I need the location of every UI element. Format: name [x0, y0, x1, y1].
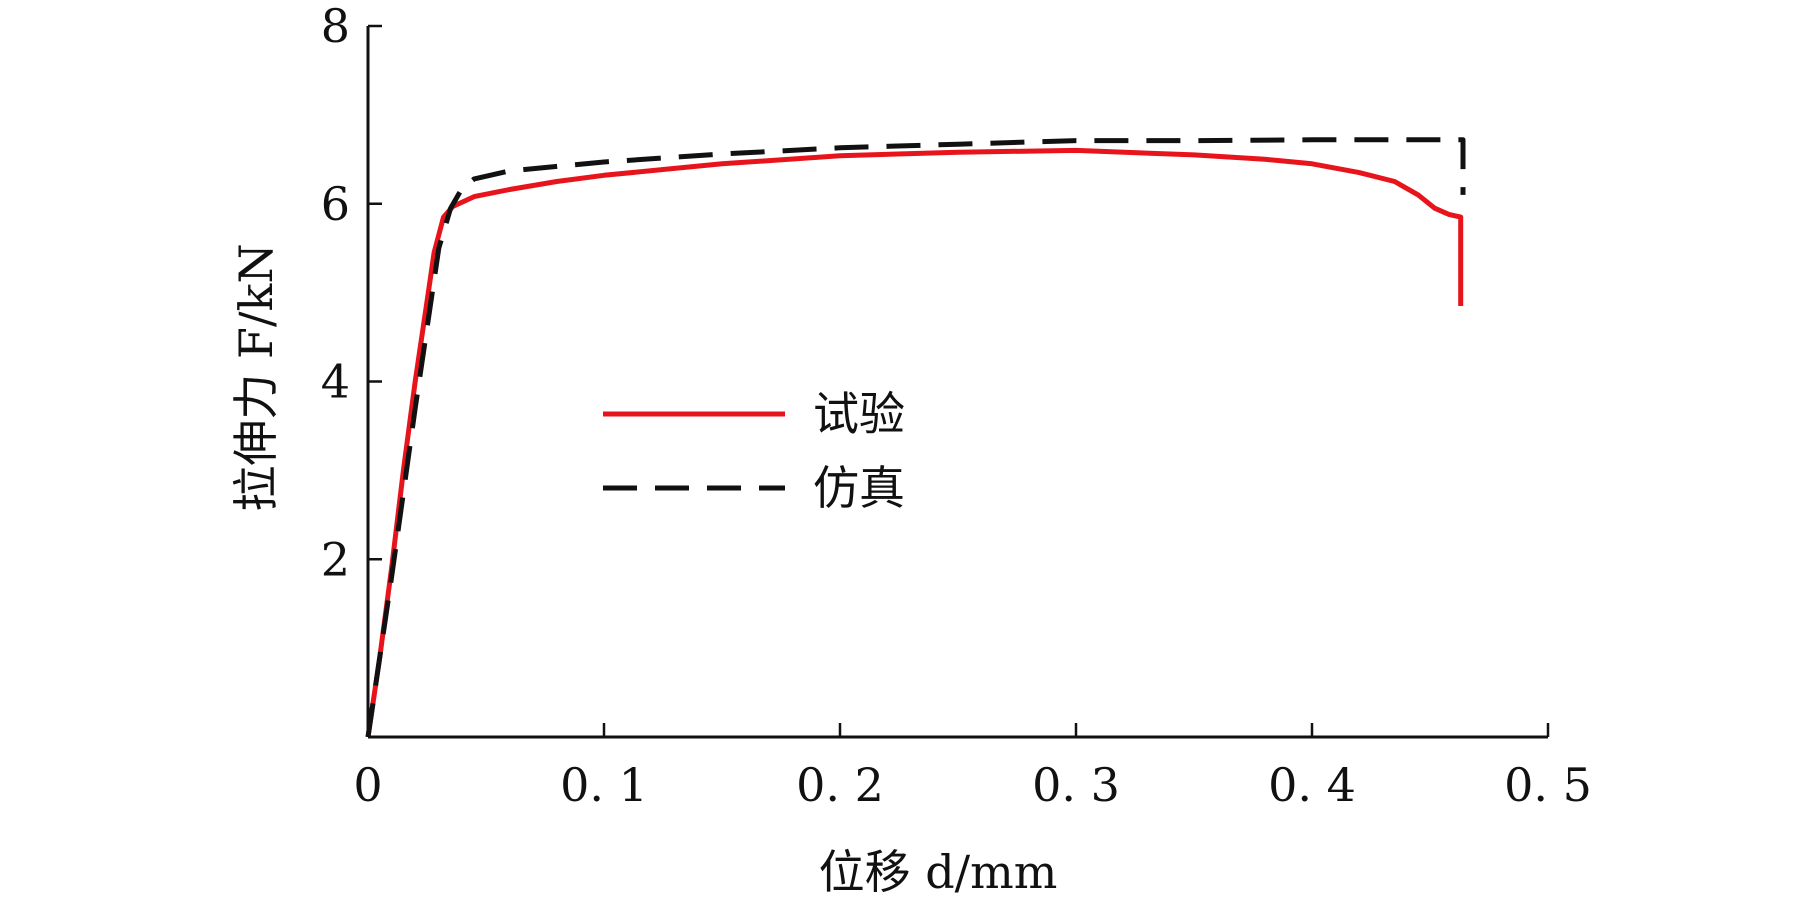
- legend-label: 试验: [813, 387, 905, 441]
- y-tick-label: 8: [321, 0, 350, 53]
- x-tick-label: 0. 2: [796, 758, 884, 812]
- series-line-2: [365, 137, 1466, 738]
- x-tick-label: 0. 5: [1504, 758, 1592, 812]
- x-tick-label: 0. 4: [1268, 758, 1356, 812]
- legend-label: 仿真: [813, 461, 905, 515]
- x-tick-label: 0. 3: [1032, 758, 1120, 812]
- x-tick-label: 0. 1: [560, 758, 648, 812]
- x-tick-label: 0: [353, 758, 382, 812]
- x-axis-title: 位移 d/mm: [819, 845, 1058, 899]
- y-tick-label: 4: [321, 355, 350, 409]
- axes: 0 0. 1 0. 2 0. 3 0. 4 0. 5 2 4 6 8: [321, 0, 1592, 812]
- y-tick-label: 6: [321, 177, 350, 231]
- y-tick-label: 2: [321, 532, 350, 586]
- plot-area: [365, 137, 1466, 738]
- y-axis-title: 拉伸力 F/kN: [229, 243, 283, 511]
- series-line-1: [365, 147, 1464, 738]
